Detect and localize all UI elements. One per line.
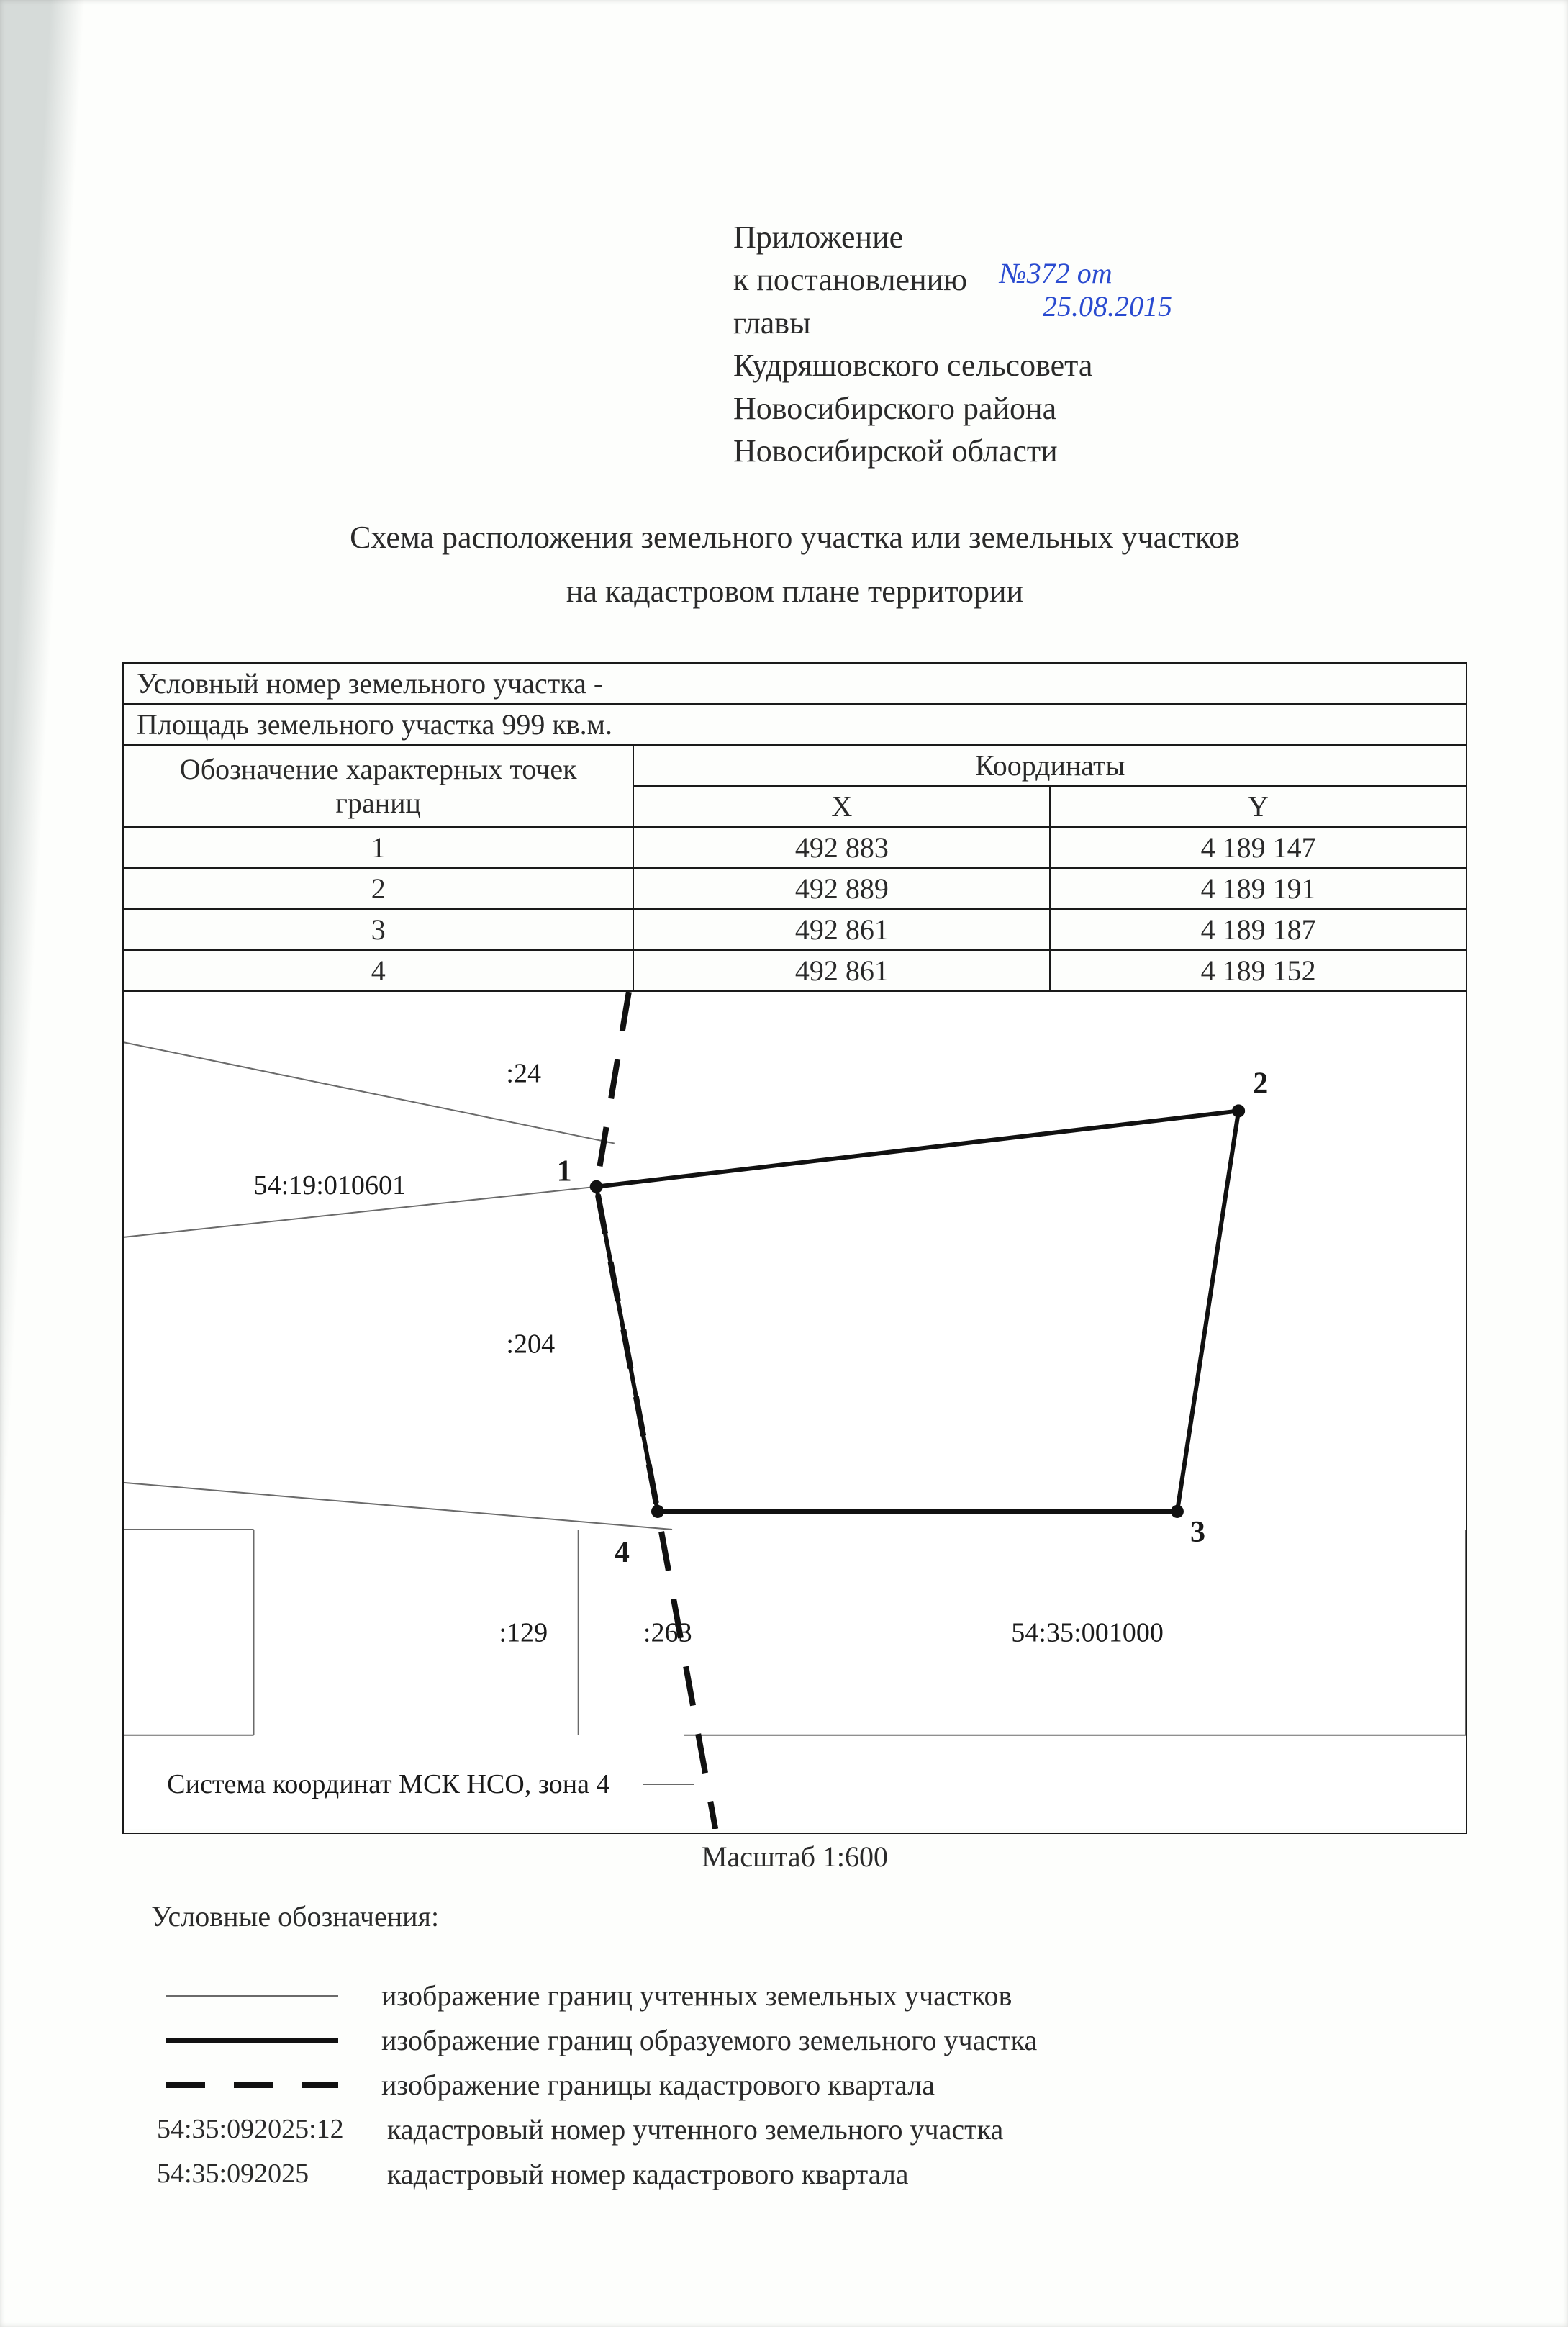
legend-label: изображение границы кадастрового квартал…	[381, 2064, 1438, 2107]
svg-text::204: :204	[506, 1329, 555, 1359]
table-head: Y	[1050, 786, 1467, 827]
table-head: X	[633, 786, 1050, 827]
title-line: Схема расположения земельного участка ил…	[122, 511, 1467, 565]
svg-text::129: :129	[499, 1617, 548, 1648]
legend-row: изображение границ образуемого земельног…	[151, 2019, 1438, 2062]
table-row: 4492 8614 189 152	[123, 950, 1467, 991]
appendix-line: к постановлению	[733, 262, 967, 297]
handwritten-date: 25.08.2015	[1043, 287, 1172, 326]
appendix-line: Кудряшовского сельсовета	[733, 344, 1381, 387]
legend-label: изображение границ образуемого земельног…	[381, 2019, 1438, 2062]
legend-symbol: 54:35:092025:12	[151, 2109, 358, 2150]
appendix-line: Новосибирской области	[733, 430, 1381, 472]
cadastral-plan: 1 2 3 4 :24 54:19:010601 :204 :129 :263 54:35:001…	[124, 992, 1466, 1829]
table-row: 3492 8614 189 187	[123, 909, 1467, 950]
legend-label: кадастровый номер учтенного земельного у…	[387, 2108, 1438, 2151]
legend-title: Условные обозначения:	[151, 1895, 1438, 1938]
table-head: Обозначение характерных точек границ	[123, 745, 633, 827]
legend-row: 54:35:092025:12 кадастровый номер учтенно…	[151, 2108, 1438, 2151]
legend-symbol	[151, 2032, 353, 2049]
svg-text:3: 3	[1190, 1515, 1205, 1549]
plan-container: 1 2 3 4 :24 54:19:010601 :204 :129 :263 54:35:001…	[122, 992, 1467, 1834]
svg-text:54:19:010601: 54:19:010601	[253, 1170, 406, 1200]
table-head: Координаты	[633, 745, 1467, 786]
scale-label: Масштаб 1:600	[122, 1840, 1467, 1874]
page: Приложение к постановлению №372 от 25.08…	[0, 0, 1568, 2327]
appendix-line: Новосибирского района	[733, 387, 1381, 430]
svg-text::24: :24	[506, 1058, 541, 1088]
svg-text:Система координат МСК НСО, зон: Система координат МСК НСО, зона 4	[167, 1769, 609, 1799]
svg-text:2: 2	[1253, 1066, 1268, 1100]
svg-text:4: 4	[615, 1535, 630, 1569]
svg-text::263: :263	[643, 1617, 692, 1648]
table-row: 2492 8894 189 191	[123, 868, 1467, 909]
title-line: на кадастровом плане территории	[122, 565, 1467, 619]
legend-row: изображение границы кадастрового квартал…	[151, 2064, 1438, 2107]
document-title: Схема расположения земельного участка ил…	[122, 511, 1467, 619]
legend-row: изображение границ учтенных земельных уч…	[151, 1974, 1438, 2018]
appendix-line: Приложение	[733, 216, 1381, 258]
legend-symbol	[151, 2077, 353, 2094]
appendix-block: Приложение к постановлению №372 от 25.08…	[733, 216, 1381, 472]
legend-symbol: 54:35:092025	[151, 2154, 358, 2195]
table-row: Условный номер земельного участка -	[123, 663, 1467, 704]
coordinates-table: Условный номер земельного участка - Площ…	[122, 662, 1467, 992]
legend-label: изображение границ учтенных земельных уч…	[381, 1974, 1438, 2018]
table-row: 1492 8834 189 147	[123, 827, 1467, 868]
svg-text:54:35:001000: 54:35:001000	[1011, 1617, 1164, 1648]
legend-symbol	[151, 1987, 353, 2005]
table-row: Площадь земельного участка 999 кв.м.	[123, 704, 1467, 745]
svg-text:1: 1	[557, 1154, 572, 1188]
legend: Условные обозначения: изображение границ…	[122, 1895, 1467, 2241]
